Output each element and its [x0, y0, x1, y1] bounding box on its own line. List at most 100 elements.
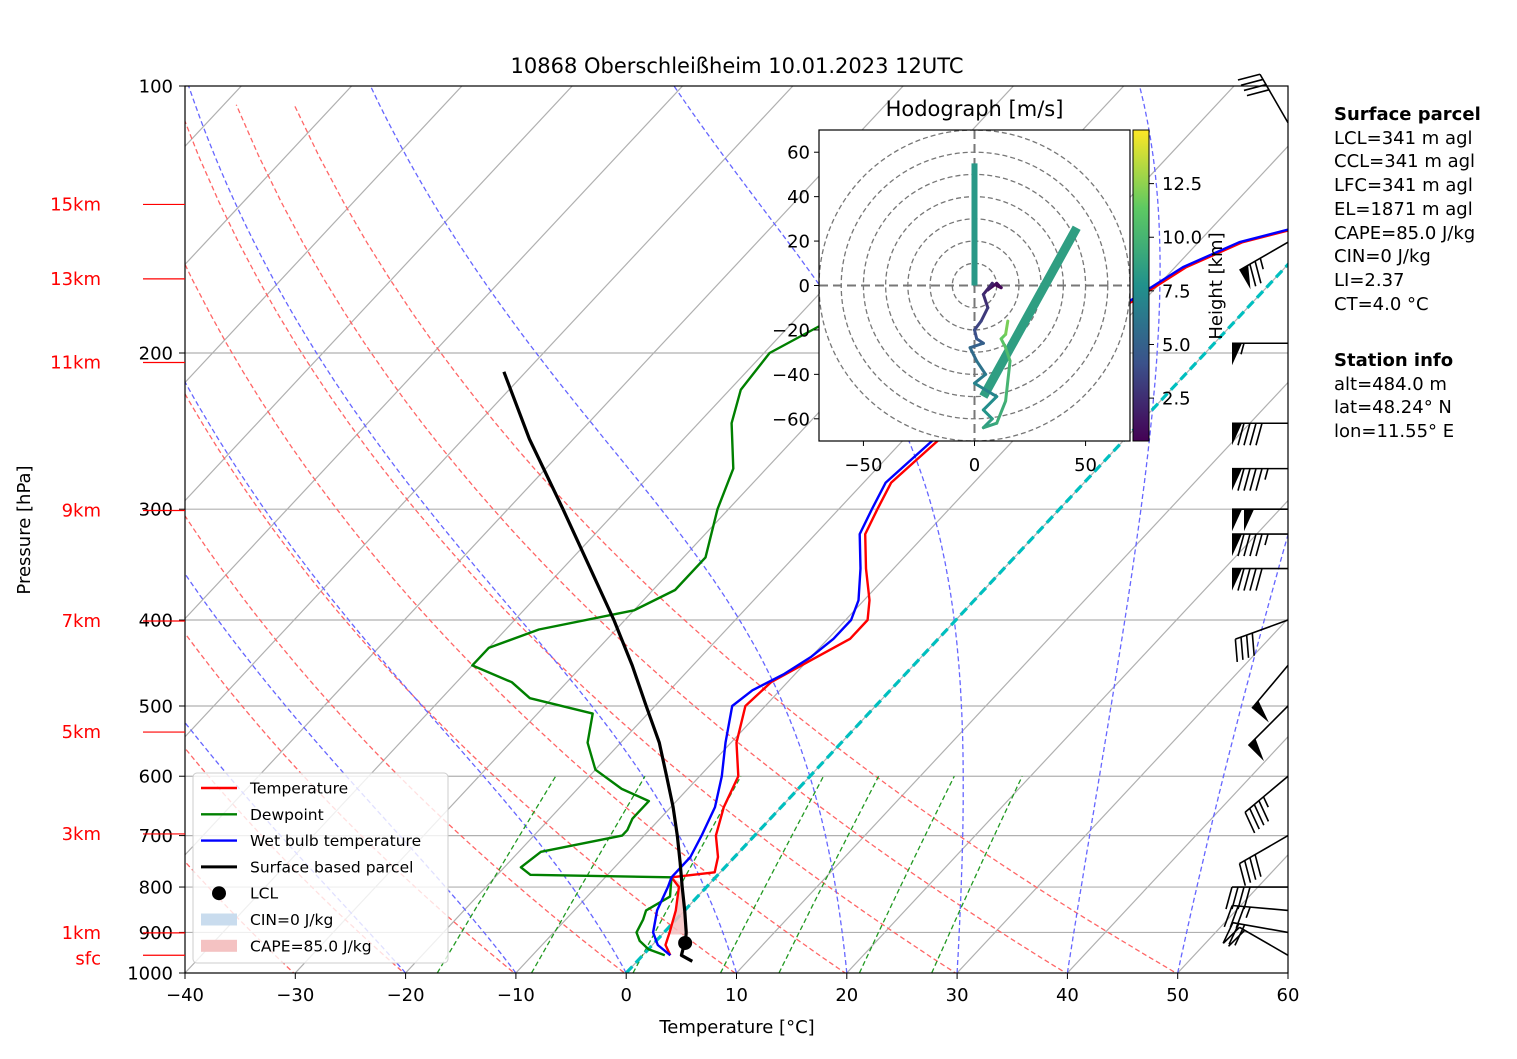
y-tick-label: 100 [139, 77, 173, 98]
legend-label: Dewpoint [250, 806, 324, 824]
hodograph-trace [981, 281, 994, 296]
x-tick-label: −20 [387, 985, 425, 1006]
surface-parcel-line: LCL=341 m agl [1334, 127, 1473, 149]
hodograph-trace [979, 306, 990, 323]
wind-barb [1232, 422, 1288, 446]
legend-label: Temperature [249, 780, 348, 798]
surface-parcel-title: Surface parcel [1334, 104, 1481, 125]
x-axis-label: Temperature [°C] [658, 1017, 814, 1038]
station-info-line: alt=484.0 m [1334, 373, 1447, 395]
isotherm [185, 86, 684, 620]
hodograph-trace [981, 292, 990, 310]
x-tick-label: 40 [1056, 985, 1079, 1006]
wind-barb [1232, 467, 1288, 491]
hodograph-y-tick-label: 0 [799, 276, 810, 297]
hodograph-trace [968, 341, 985, 350]
height-label: sfc [75, 948, 101, 969]
hodograph-trace [973, 319, 983, 332]
isotherm [845, 499, 1288, 973]
hodograph-trace [979, 225, 1081, 399]
station-info-panel: Station info alt=484.0 m lat=48.24° N lo… [1334, 349, 1454, 444]
mixing-ratio-line [778, 775, 880, 973]
wind-barb [1239, 241, 1289, 290]
wind-barb [1247, 705, 1289, 762]
hodograph-trace [973, 372, 988, 385]
mixing-ratio-line [858, 775, 955, 973]
wind-barb [1232, 567, 1288, 591]
dry-adiabat [185, 262, 847, 973]
x-tick-label: 0 [620, 985, 631, 1006]
x-tick-label: 10 [725, 985, 748, 1006]
wind-barb [1232, 342, 1288, 366]
legend-box [192, 772, 449, 964]
wind-barb [1251, 664, 1289, 723]
station-info-line: lat=48.24° N [1334, 397, 1452, 419]
wind-barb [1244, 775, 1289, 834]
colorbar-label: Height [km] [1206, 232, 1227, 339]
moist-adiabat [369, 86, 848, 973]
legend-label: Wet bulb temperature [250, 832, 421, 850]
dry-adiabat [185, 632, 516, 973]
isotherm [185, 86, 574, 502]
colorbar-tick-label: 12.5 [1162, 174, 1202, 195]
mixing-ratio-line [931, 775, 1023, 973]
x-tick-label: 30 [946, 985, 969, 1006]
surface-based-parcel-line [502, 371, 694, 963]
moist-adiabat [185, 572, 517, 973]
height-label: 5km [62, 722, 101, 743]
station-info-title: Station info [1334, 350, 1454, 371]
x-tick-label: 60 [1277, 985, 1300, 1006]
height-label: 11km [50, 353, 101, 374]
dry-adiabat [185, 119, 957, 973]
x-tick-label: 20 [835, 985, 858, 1006]
height-label: 13km [50, 269, 101, 290]
dry-adiabat [293, 104, 1178, 973]
hodograph-x-tick-label: 0 [969, 455, 980, 476]
wind-barb [1222, 926, 1289, 956]
x-tick-label: −30 [276, 985, 314, 1006]
wind-barb [1238, 834, 1289, 886]
wind-barb [1225, 886, 1288, 910]
legend: Temperature Dewpoint Wet bulb temperature S… [192, 772, 449, 964]
wind-barb [1232, 508, 1288, 532]
height-label: 7km [62, 611, 101, 632]
surface-parcel-line: EL=1871 m agl [1334, 198, 1473, 220]
surface-parcel-line: CT=4.0 °C [1334, 293, 1429, 315]
y-tick-label: 200 [139, 344, 173, 365]
isotherm [185, 86, 794, 738]
hodograph-trace [1004, 359, 1012, 403]
station-info-line: lon=11.55° E [1334, 421, 1455, 443]
hodograph-trace [973, 381, 999, 399]
surface-parcel-line: CIN=0 J/kg [1334, 246, 1431, 268]
height-label: 3km [62, 824, 101, 845]
hodograph-y-tick-label: 60 [787, 143, 810, 164]
hodograph-trace [981, 395, 999, 412]
hodograph-x-tick-label: −50 [844, 455, 882, 476]
y-tick-label: 1000 [127, 964, 173, 985]
isotherm [185, 86, 353, 266]
mixing-ratio-line [530, 775, 646, 973]
dewpoint-line [471, 200, 1099, 957]
hodograph: Hodograph [m/s] −50 0 50 60 40 20 0 −20 −40 −60 2.5… [772, 97, 1227, 476]
wind-barb [1223, 904, 1289, 929]
lcl-marker [678, 935, 693, 950]
isotherm [956, 617, 1288, 973]
hodograph-trace [1004, 319, 1010, 336]
legend-label: LCL [250, 885, 278, 903]
legend-swatch [212, 886, 226, 901]
hodograph-y-tick-label: 40 [787, 187, 810, 208]
colorbar-tick-label: 5.0 [1162, 335, 1191, 356]
surface-parcel-line: CCL=341 m agl [1334, 151, 1476, 173]
moist-adiabat [187, 86, 738, 973]
hodograph-y-tick-label: −60 [772, 409, 810, 430]
hodograph-x-tick-label: 50 [1074, 455, 1097, 476]
hodograph-trace [995, 399, 1008, 425]
hodograph-trace [1004, 346, 1012, 363]
y-tick-label: 600 [139, 767, 173, 788]
legend-label: Surface based parcel [250, 858, 413, 876]
hodograph-trace [968, 346, 979, 363]
hodograph-trace [975, 359, 988, 376]
surface-parcel-line: LI=2.37 [1334, 269, 1405, 291]
mixing-ratio-line [436, 775, 557, 973]
